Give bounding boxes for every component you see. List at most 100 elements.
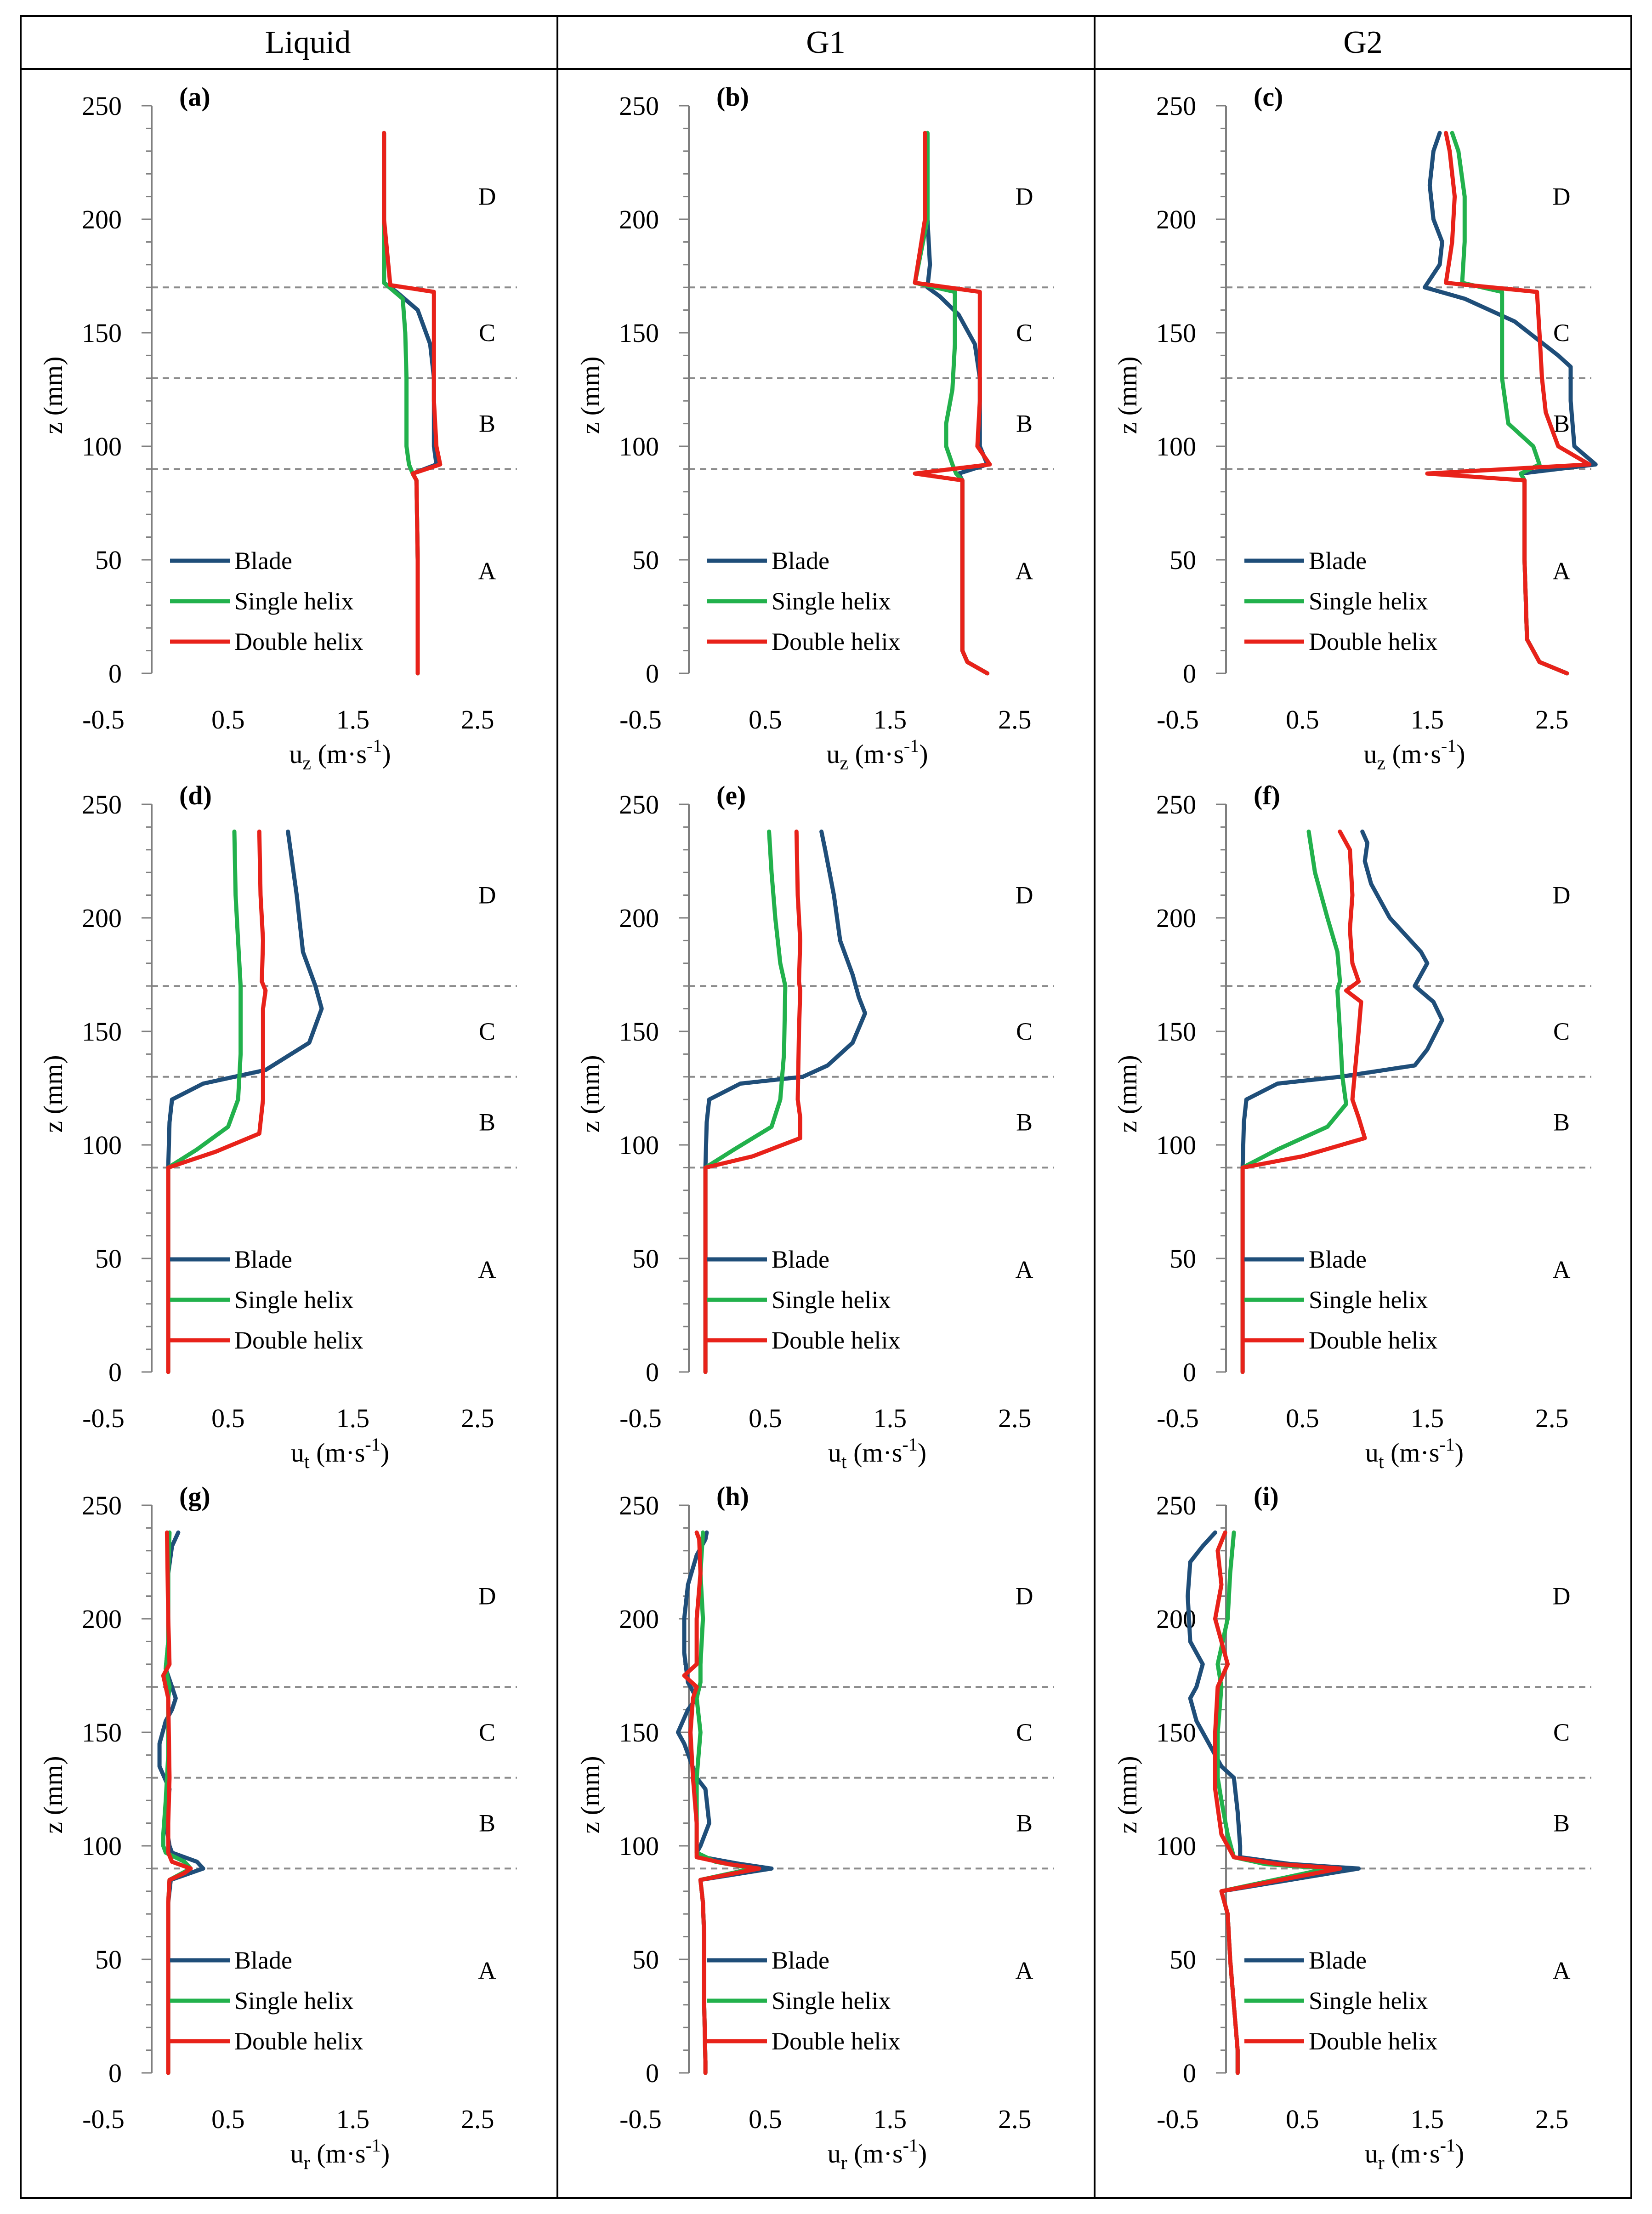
- region-label-A: A: [478, 1256, 496, 1284]
- region-label-D: D: [1553, 1582, 1571, 1610]
- y-axis-label: z (mm): [575, 1055, 605, 1133]
- y-tick-label: 50: [95, 1244, 122, 1274]
- y-tick-label: 200: [619, 1604, 659, 1634]
- series-double-helix-a: [382, 131, 443, 676]
- legend-label: Double helix: [772, 1326, 900, 1354]
- region-label-B: B: [479, 1109, 495, 1136]
- region-label-D: D: [478, 183, 496, 211]
- panel-label: (b): [716, 82, 749, 112]
- x-tick-label: 2.5: [1535, 705, 1569, 734]
- y-tick-label: 50: [1169, 1945, 1196, 1975]
- legend-label: Single helix: [234, 587, 353, 615]
- region-label-A: A: [1016, 1256, 1033, 1284]
- x-tick-label: 2.5: [998, 2104, 1032, 2134]
- region-label-A: A: [1016, 1957, 1033, 1985]
- legend-label: Double helix: [234, 628, 363, 655]
- y-tick-label: 150: [82, 318, 122, 348]
- region-label-A: A: [1553, 1256, 1571, 1284]
- y-tick-label: 50: [1169, 545, 1196, 575]
- outer-border: [20, 15, 1632, 2199]
- panel-label: (g): [179, 1481, 210, 1511]
- x-tick-label: -0.5: [1157, 2104, 1199, 2134]
- x-tick-label: 2.5: [461, 1403, 494, 1433]
- region-label-B: B: [1553, 1109, 1570, 1136]
- legend-label: Double helix: [1309, 628, 1437, 655]
- x-tick-label: 1.5: [874, 2104, 907, 2134]
- region-label-C: C: [1553, 1018, 1570, 1045]
- y-tick-label: 50: [632, 545, 659, 575]
- y-axis-label: z (mm): [38, 1055, 68, 1133]
- x-tick-label: 2.5: [998, 1403, 1032, 1433]
- x-axis-label: ur (m·s-1): [828, 2135, 927, 2174]
- region-label-C: C: [1553, 319, 1570, 347]
- x-tick-label: -0.5: [619, 1403, 662, 1433]
- chart-g: 0 50 100 150 200 250 -0.5 0.5 1.5 2.5 ur (m·s-1) z …: [38, 1481, 517, 2174]
- y-tick-label: 150: [619, 1017, 659, 1047]
- y-tick-label: 0: [108, 2058, 122, 2088]
- y-tick-label: 250: [619, 91, 659, 121]
- y-tick-label: 200: [82, 903, 122, 933]
- panel-label: (f): [1254, 780, 1280, 810]
- region-label-A: A: [1016, 558, 1033, 585]
- y-tick-label: 150: [82, 1017, 122, 1047]
- x-axis-label: uz (m·s-1): [1363, 735, 1465, 774]
- y-tick-label: 50: [95, 1945, 122, 1975]
- series-double-helix-e: [703, 829, 802, 1374]
- y-axis-label: z (mm): [1113, 1756, 1142, 1833]
- series-double-helix-f: [1240, 829, 1367, 1374]
- y-tick-label: 200: [619, 903, 659, 933]
- x-axis-label: uz (m·s-1): [289, 735, 391, 774]
- y-tick-label: 0: [646, 2058, 659, 2088]
- region-label-A: A: [1553, 1957, 1571, 1985]
- legend-label: Single helix: [1309, 1987, 1428, 2015]
- y-tick-label: 250: [619, 790, 659, 820]
- x-tick-label: 2.5: [1535, 2104, 1569, 2134]
- y-tick-label: 250: [82, 91, 122, 121]
- panel-label: (h): [716, 1481, 749, 1511]
- legend-label: Blade: [772, 547, 829, 575]
- column-header-g1: G1: [806, 25, 846, 60]
- region-label-B: B: [1016, 1810, 1033, 1837]
- chart-e: 0 50 100 150 200 250 -0.5 0.5 1.5 2.5 ut (m·s-1) z …: [575, 780, 1054, 1473]
- chart-b: 0 50 100 150 200 250 -0.5 0.5 1.5 2.5 uz (m·s-1) z …: [575, 82, 1054, 774]
- panel-label: (a): [179, 82, 210, 112]
- region-label-D: D: [1553, 183, 1571, 211]
- legend-label: Single helix: [1309, 1286, 1428, 1314]
- x-tick-label: 0.5: [1286, 2104, 1319, 2134]
- x-axis-label: uz (m·s-1): [826, 735, 928, 774]
- legend-label: Single helix: [1309, 587, 1428, 615]
- y-tick-label: 0: [108, 659, 122, 689]
- chart-d: 0 50 100 150 200 250 -0.5 0.5 1.5 2.5 ut (m·s-1) z …: [38, 780, 517, 1473]
- region-label-C: C: [1016, 319, 1033, 347]
- panel-label: (c): [1254, 82, 1283, 112]
- legend-label: Blade: [1309, 547, 1367, 575]
- y-tick-label: 250: [1156, 91, 1196, 121]
- y-axis-label: z (mm): [1113, 356, 1142, 434]
- legend-label: Single helix: [234, 1286, 353, 1314]
- legend-label: Double helix: [234, 1326, 363, 1354]
- x-tick-label: 0.5: [749, 1403, 782, 1433]
- y-tick-label: 200: [619, 205, 659, 234]
- region-label-C: C: [1016, 1719, 1033, 1746]
- x-tick-label: 0.5: [749, 705, 782, 734]
- y-tick-label: 100: [82, 432, 122, 461]
- series-blade-f: [1240, 829, 1444, 1374]
- legend-label: Double helix: [1309, 2027, 1437, 2055]
- x-tick-label: 0.5: [1286, 1403, 1319, 1433]
- x-tick-label: -0.5: [82, 705, 125, 734]
- x-axis-label: ut (m·s-1): [291, 1434, 389, 1473]
- region-label-B: B: [1016, 1109, 1033, 1136]
- series-double-helix-i: [1213, 1530, 1342, 2075]
- x-tick-label: 1.5: [874, 705, 907, 734]
- region-label-D: D: [1553, 882, 1571, 909]
- y-tick-label: 100: [82, 1831, 122, 1861]
- legend-label: Blade: [772, 1246, 829, 1273]
- y-tick-label: 250: [619, 1491, 659, 1520]
- x-tick-label: 1.5: [1411, 705, 1444, 734]
- x-tick-label: -0.5: [619, 2104, 662, 2134]
- series-double-helix-h: [682, 1530, 761, 2075]
- x-tick-label: -0.5: [1157, 705, 1199, 734]
- y-tick-label: 250: [1156, 790, 1196, 820]
- y-tick-label: 100: [1156, 1130, 1196, 1160]
- y-tick-label: 200: [82, 205, 122, 234]
